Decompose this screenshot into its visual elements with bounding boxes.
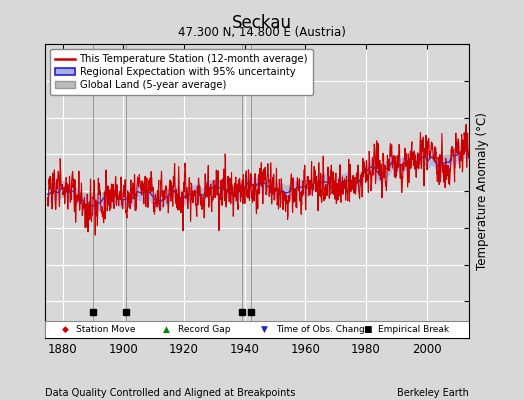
Text: Record Gap: Record Gap [178,325,231,334]
Text: ▲: ▲ [163,325,170,334]
Text: Data Quality Controlled and Aligned at Breakpoints: Data Quality Controlled and Aligned at B… [45,388,295,398]
Text: Station Move: Station Move [77,325,136,334]
Text: ■: ■ [363,325,372,334]
Text: 47.300 N, 14.800 E (Austria): 47.300 N, 14.800 E (Austria) [178,26,346,39]
Text: ◆: ◆ [61,325,69,334]
Y-axis label: Temperature Anomaly (°C): Temperature Anomaly (°C) [476,112,489,270]
Text: ▼: ▼ [261,325,268,334]
Legend: This Temperature Station (12-month average), Regional Expectation with 95% uncer: This Temperature Station (12-month avera… [50,49,313,95]
Bar [45,322,469,338]
Text: Time of Obs. Change: Time of Obs. Change [276,325,370,334]
Text: Empirical Break: Empirical Break [378,325,449,334]
Text: Seckau: Seckau [232,14,292,32]
Text: Berkeley Earth: Berkeley Earth [397,388,469,398]
